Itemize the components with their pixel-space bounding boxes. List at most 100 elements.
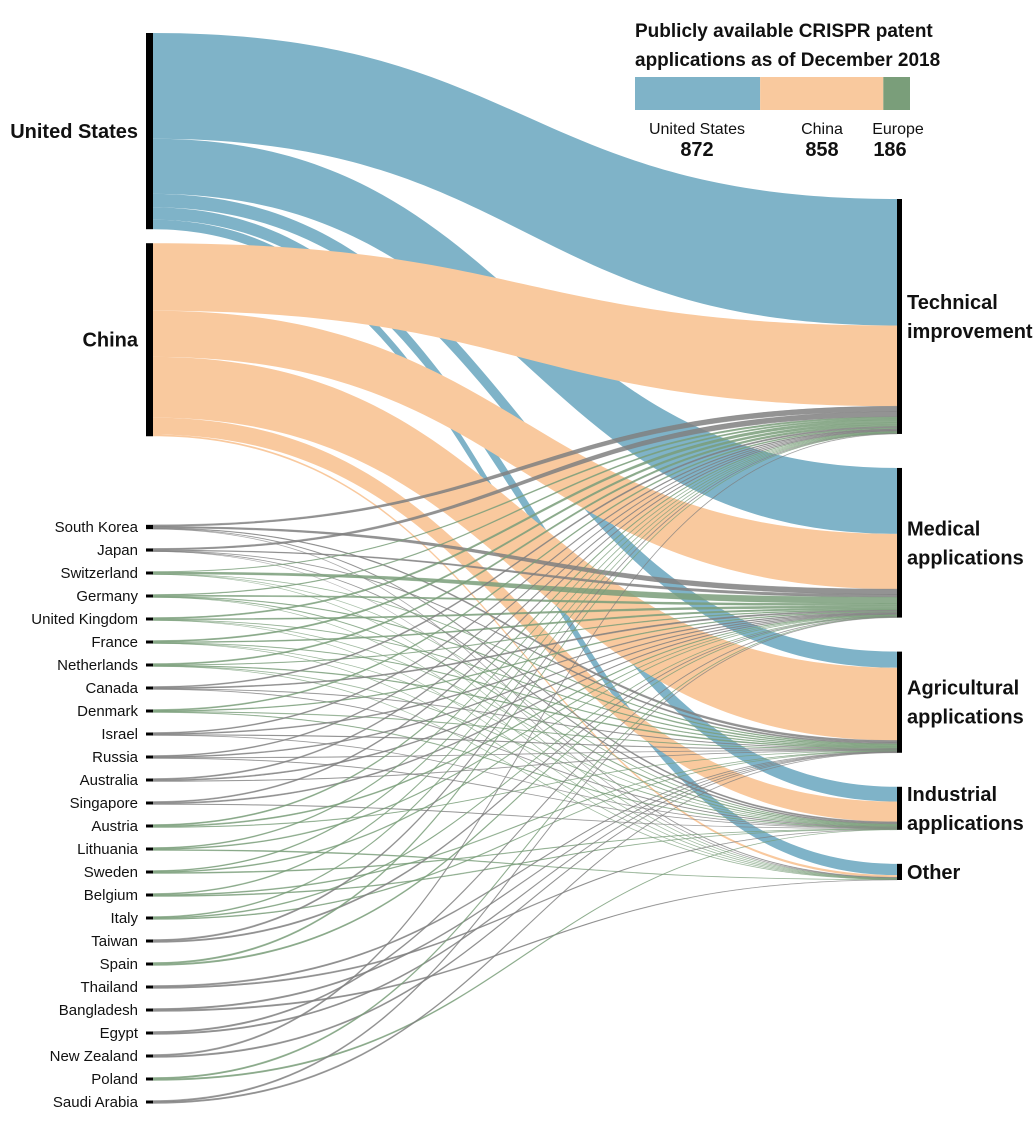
source-label-france: France — [91, 634, 138, 651]
source-labels: United States China South Korea Japan Switze… — [10, 121, 139, 1111]
source-label-bangladesh: Bangladesh — [59, 1002, 138, 1019]
source-bar-egypt — [146, 1031, 153, 1035]
source-bar-france — [146, 640, 153, 644]
legend-item-value: 872 — [680, 139, 713, 161]
legend-title-line2: applications as of December 2018 — [635, 50, 940, 71]
flow-cn-to-oth — [153, 434, 897, 878]
source-label-new-zealand: New Zealand — [50, 1048, 138, 1065]
target-label-med-line2: applications — [907, 547, 1024, 569]
flow-us-to-ind — [153, 207, 897, 802]
target-bar-agri — [897, 651, 902, 753]
source-label-japan: Japan — [97, 542, 138, 559]
target-label-agri-line1: Agricultural — [907, 678, 1019, 700]
flow-nz-to-tech — [152, 433, 898, 1057]
source-label-egypt: Egypt — [100, 1025, 139, 1042]
source-label-canada: Canada — [85, 680, 138, 697]
source-label-australia: Australia — [80, 772, 139, 789]
source-bar-russia — [146, 755, 153, 759]
source-bar-taiwan — [146, 939, 153, 943]
source-label-saudi-arabia: Saudi Arabia — [53, 1094, 139, 1111]
source-bar-united-kingdom — [146, 617, 153, 621]
target-bar-ind — [897, 786, 902, 830]
source-bar-singapore — [146, 801, 153, 805]
source-label-south-korea: South Korea — [55, 519, 139, 536]
source-bar-austria — [146, 824, 153, 828]
source-bar-israel — [146, 732, 153, 736]
source-bar-bangladesh — [146, 1008, 153, 1012]
target-node-bars — [897, 199, 902, 880]
legend-item-united-states: United States 872 — [649, 121, 745, 161]
target-label-agri-line2: applications — [907, 707, 1024, 729]
source-bar-sweden — [146, 870, 153, 874]
source-bar-netherlands — [146, 663, 153, 667]
legend-item-name: Europe — [872, 121, 924, 138]
legend-bar — [635, 77, 910, 110]
source-bar-south-korea — [146, 524, 153, 530]
flow-cn-to-agri — [153, 356, 897, 741]
source-bar-belgium — [146, 893, 153, 897]
flow-cn-to-ind — [153, 417, 897, 822]
flow-lt-to-oth — [152, 849, 898, 881]
source-label-denmark: Denmark — [77, 703, 138, 720]
source-bar-canada — [146, 686, 153, 690]
source-label-netherlands: Netherlands — [57, 657, 138, 674]
source-bar-australia — [146, 778, 153, 782]
legend-item-china: China 858 — [801, 121, 843, 161]
source-label-switzerland: Switzerland — [60, 565, 138, 582]
source-label-united-states: United States — [10, 121, 138, 143]
flow-cn-to-med — [153, 310, 897, 590]
source-label-russia: Russia — [92, 749, 139, 766]
source-label-lithuania: Lithuania — [77, 841, 139, 858]
target-label-tech-line2: improvement — [907, 321, 1033, 343]
source-label-singapore: Singapore — [70, 795, 138, 812]
source-bar-thailand — [146, 985, 153, 989]
source-label-austria: Austria — [91, 818, 138, 835]
source-bar-lithuania — [146, 847, 153, 851]
legend-item-value: 186 — [873, 139, 906, 161]
legend: Publicly available CRISPR patent applica… — [635, 21, 940, 161]
flow-th-to-ind — [152, 829, 898, 989]
legend-swatch-united-states — [635, 77, 761, 110]
source-label-poland: Poland — [91, 1071, 138, 1088]
source-label-taiwan: Taiwan — [91, 933, 138, 950]
source-node-bars — [146, 33, 153, 1104]
flow-cn-to-tech — [153, 243, 897, 407]
target-bar-tech — [897, 199, 902, 434]
source-bar-denmark — [146, 709, 153, 713]
source-bar-new-zealand — [146, 1054, 153, 1058]
legend-item-europe: Europe 186 — [872, 121, 924, 161]
source-label-israel: Israel — [101, 726, 138, 743]
legend-swatch-china — [760, 77, 884, 110]
legend-item-name: United States — [649, 121, 745, 138]
target-label-oth-line1: Other — [907, 862, 961, 884]
target-labels: Technical improvement Medical applications A… — [907, 292, 1033, 884]
legend-item-value: 858 — [805, 139, 838, 161]
source-label-united-kingdom: United Kingdom — [31, 611, 138, 628]
source-bar-saudi-arabia — [146, 1100, 153, 1104]
source-bar-italy — [146, 916, 153, 920]
legend-title-line1: Publicly available CRISPR patent — [635, 21, 933, 42]
flows-layer — [152, 33, 898, 1104]
source-label-sweden: Sweden — [84, 864, 138, 881]
source-label-belgium: Belgium — [84, 887, 138, 904]
source-bar-poland — [146, 1077, 153, 1081]
source-bar-spain — [146, 962, 153, 966]
source-label-spain: Spain — [100, 956, 138, 973]
source-bar-china — [146, 243, 153, 437]
target-label-ind-line2: applications — [907, 813, 1024, 835]
flow-us-to-tech — [153, 33, 897, 326]
legend-swatch-europe — [883, 77, 910, 110]
source-bar-switzerland — [146, 571, 153, 575]
source-bar-united-states — [146, 33, 153, 230]
source-bar-germany — [146, 594, 153, 598]
target-label-tech-line1: Technical — [907, 292, 998, 314]
source-label-italy: Italy — [110, 910, 138, 927]
source-bar-japan — [146, 548, 153, 552]
target-bar-oth — [897, 863, 902, 880]
legend-item-name: China — [801, 121, 843, 138]
source-label-thailand: Thailand — [80, 979, 138, 996]
target-label-med-line1: Medical — [907, 518, 980, 540]
target-bar-med — [897, 467, 902, 618]
source-label-china: China — [82, 330, 138, 352]
